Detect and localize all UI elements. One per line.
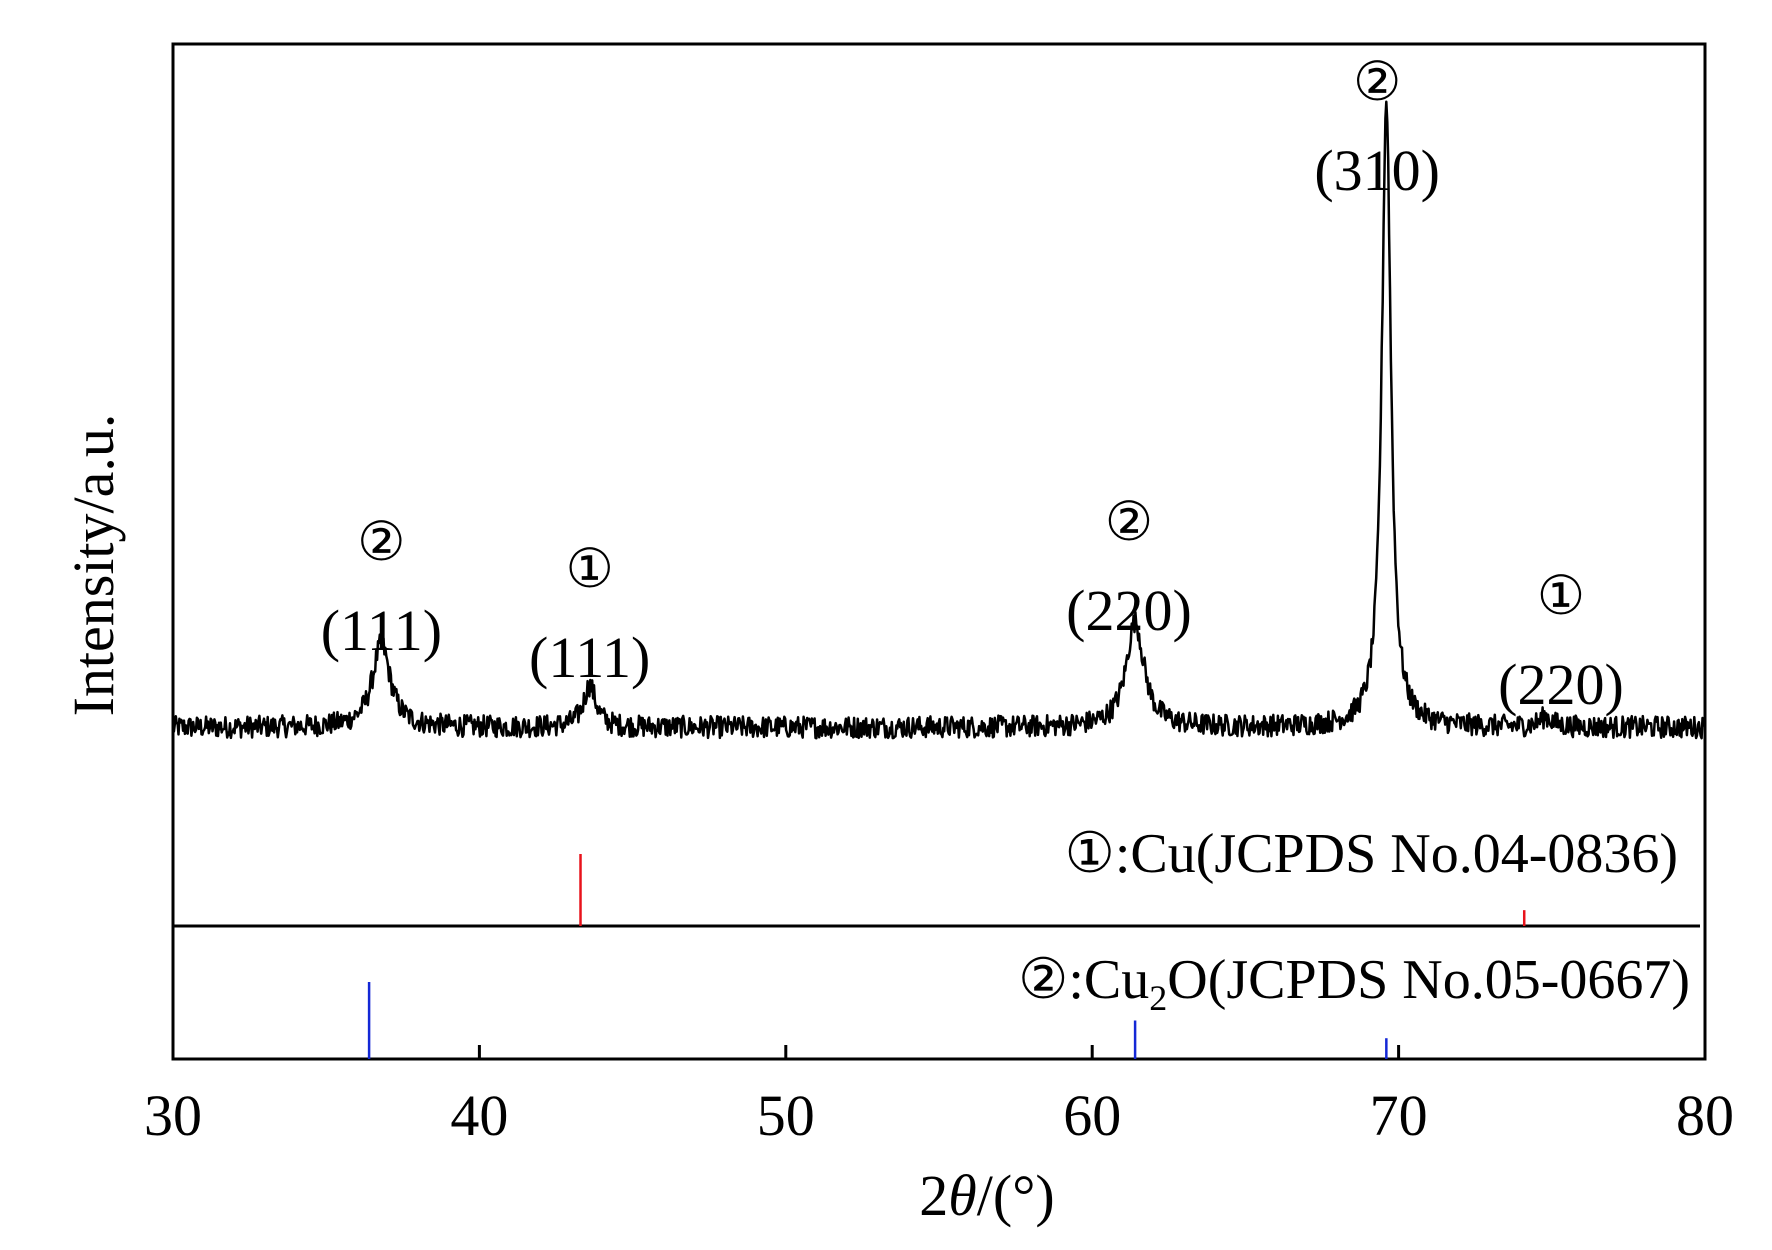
x-tick-label: 30 (144, 1083, 202, 1148)
peak-hkl-label: (111) (321, 598, 442, 663)
legend-cu-symbol: ① (1065, 823, 1115, 885)
y-axis-title: Intensity/a.u. (61, 414, 126, 717)
x-tick-label: 40 (450, 1083, 508, 1148)
x-tick-label: 80 (1676, 1083, 1734, 1148)
x-axis-title: 2θ/(°) (919, 1163, 1054, 1228)
legend-cu2o-symbol: ② (1018, 949, 1068, 1011)
x-tick-label: 60 (1063, 1083, 1121, 1148)
peak-phase-label: ① (565, 539, 613, 599)
x-axis-ticks: 30 40 50 60 70 80 (144, 1045, 1734, 1148)
reference-cu2o-lines (367, 982, 1388, 1059)
peak-hkl-label: (111) (529, 625, 650, 690)
legend-cu2o-text-post: O(JCPDS No.05-0667) (1167, 949, 1690, 1011)
x-tick-label: 50 (757, 1083, 815, 1148)
legend-cu: ①:Cu(JCPDS No.04-0836) (1065, 823, 1678, 885)
peak-phase-label: ① (1537, 566, 1585, 626)
xrd-pattern-line (171, 100, 1706, 740)
legend-cu2o-subscript: 2 (1149, 978, 1167, 1018)
peak-hkl-label: (220) (1066, 578, 1192, 643)
x-tick-label: 70 (1370, 1083, 1428, 1148)
peak-labels: ② (111) ① (111) ② (220) ② (310) ① (220) (321, 52, 1624, 717)
peak-phase-label: ② (1105, 492, 1153, 552)
peak-phase-label: ② (357, 512, 405, 572)
legend-cu2o-text-pre: :Cu (1068, 949, 1149, 1011)
legend-cu-text: :Cu(JCPDS No.04-0836) (1115, 823, 1678, 885)
plot-frame (171, 42, 1707, 1061)
legend-cu2o: ②:Cu2O(JCPDS No.05-0667) (1018, 949, 1690, 1018)
peak-hkl-label: (220) (1498, 652, 1624, 717)
peak-phase-label: ② (1353, 52, 1401, 112)
reference-cu-lines (579, 854, 1526, 926)
peak-hkl-label: (310) (1314, 138, 1440, 203)
